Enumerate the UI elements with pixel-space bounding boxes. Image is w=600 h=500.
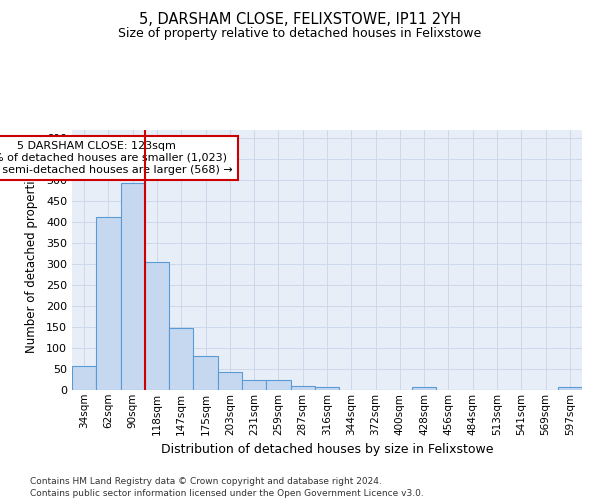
Bar (315, 386, 339, 390)
Text: Contains HM Land Registry data © Crown copyright and database right 2024.: Contains HM Land Registry data © Crown c… (30, 478, 382, 486)
Bar (96, 217, 121, 390)
Bar (290, 386, 315, 390)
Bar (558, 388, 582, 390)
Bar (193, 356, 218, 390)
Y-axis label: Number of detached properties: Number of detached properties (25, 167, 38, 353)
Text: Size of property relative to detached houses in Felixstowe: Size of property relative to detached ho… (118, 28, 482, 40)
Bar (72, 366, 96, 390)
Bar (242, 380, 266, 390)
Bar (121, 184, 145, 390)
Bar (218, 372, 242, 390)
Bar (169, 328, 193, 390)
Text: 5, DARSHAM CLOSE, FELIXSTOWE, IP11 2YH: 5, DARSHAM CLOSE, FELIXSTOWE, IP11 2YH (139, 12, 461, 28)
Bar (266, 380, 290, 390)
Text: Contains public sector information licensed under the Open Government Licence v3: Contains public sector information licen… (30, 489, 424, 498)
Text: 5 DARSHAM CLOSE: 123sqm
← 64% of detached houses are smaller (1,023)
35% of semi: 5 DARSHAM CLOSE: 123sqm ← 64% of detache… (0, 142, 233, 174)
Bar (145, 262, 169, 390)
Bar (412, 388, 436, 390)
Text: Distribution of detached houses by size in Felixstowe: Distribution of detached houses by size … (161, 442, 493, 456)
